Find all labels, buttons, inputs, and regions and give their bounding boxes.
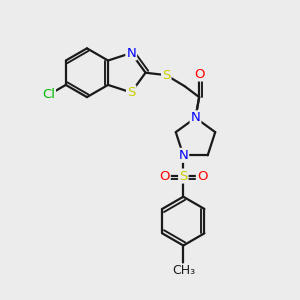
Text: O: O xyxy=(194,68,204,80)
Text: CH₃: CH₃ xyxy=(172,264,195,277)
Text: N: N xyxy=(190,111,200,124)
Text: N: N xyxy=(178,149,188,162)
Text: S: S xyxy=(162,69,170,82)
Text: N: N xyxy=(126,46,136,59)
Text: S: S xyxy=(127,86,135,99)
Text: O: O xyxy=(159,169,170,182)
Text: Cl: Cl xyxy=(42,88,55,100)
Text: S: S xyxy=(179,169,188,182)
Text: O: O xyxy=(197,169,207,182)
